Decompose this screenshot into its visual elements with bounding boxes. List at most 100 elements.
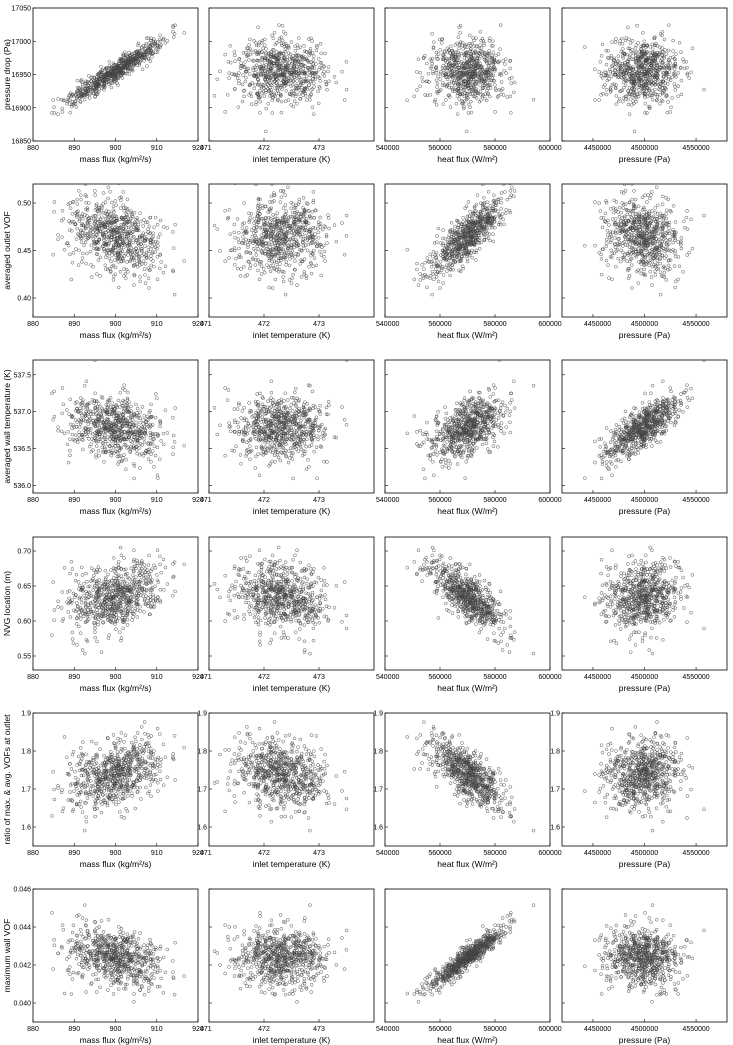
x-tick-label: 900 [110, 145, 122, 152]
data-point [312, 66, 317, 70]
data-point [234, 256, 238, 261]
data-point [498, 222, 503, 227]
data-point [286, 252, 290, 257]
data-point [427, 260, 431, 264]
data-point [469, 47, 473, 51]
data-point [117, 70, 121, 75]
data-point [263, 55, 268, 60]
data-point [305, 202, 310, 206]
data-point [138, 275, 142, 279]
data-point [70, 212, 75, 216]
data-point [272, 259, 277, 263]
data-point [247, 260, 251, 264]
data-point [420, 79, 425, 84]
data-point [660, 30, 665, 34]
data-point [690, 46, 695, 51]
data-point [662, 56, 666, 60]
data-point [457, 55, 461, 59]
data-point [114, 66, 118, 70]
data-point [280, 269, 285, 274]
data-point [237, 57, 241, 62]
data-point [91, 237, 95, 241]
data-point [495, 197, 500, 202]
data-point [318, 249, 322, 254]
data-point [277, 256, 281, 261]
data-point [78, 91, 83, 96]
data-point [637, 57, 642, 61]
data-point [218, 249, 222, 253]
data-point [91, 87, 95, 91]
data-point [609, 56, 614, 60]
data-point [125, 235, 129, 239]
data-point [616, 67, 620, 72]
data-point [273, 253, 278, 258]
data-point [131, 229, 136, 234]
data-point [478, 69, 483, 74]
data-point [445, 46, 450, 51]
data-point [292, 70, 296, 75]
data-point [661, 75, 666, 79]
data-point [300, 249, 304, 253]
data-point [139, 53, 143, 58]
data-point [256, 220, 261, 225]
data-point [105, 76, 110, 80]
data-point [161, 225, 166, 229]
data-point [118, 196, 122, 200]
data-point [292, 63, 296, 68]
data-point [646, 68, 650, 73]
data-point [139, 219, 143, 224]
data-point [655, 94, 660, 99]
data-point [76, 209, 80, 214]
data-point [645, 79, 650, 83]
data-point [622, 63, 627, 68]
data-point [481, 73, 486, 78]
data-point [310, 71, 315, 75]
data-point [286, 231, 291, 235]
data-point [281, 190, 285, 194]
data-point [142, 56, 147, 61]
data-point [256, 71, 261, 76]
data-point [484, 52, 489, 57]
scatter-points [50, 23, 186, 116]
data-point [620, 61, 625, 66]
data-point [260, 50, 264, 54]
data-point [469, 234, 473, 239]
data-point [100, 223, 104, 227]
data-point [621, 99, 625, 104]
data-point [446, 258, 451, 262]
data-point [80, 87, 85, 91]
data-point [75, 202, 80, 206]
data-point [117, 184, 121, 185]
data-point [472, 222, 477, 226]
data-point [152, 37, 156, 41]
data-point [137, 243, 141, 247]
data-point [267, 215, 271, 220]
data-point [677, 41, 682, 45]
data-point [270, 83, 274, 88]
data-point [309, 60, 313, 64]
data-point [121, 70, 125, 75]
data-point [291, 202, 295, 206]
data-point [260, 240, 264, 244]
data-point [194, 241, 197, 244]
data-point [248, 52, 253, 57]
data-point [324, 234, 329, 239]
data-point [248, 82, 253, 87]
data-point [289, 214, 293, 219]
data-point [150, 55, 154, 59]
data-point [512, 90, 516, 95]
data-point [428, 274, 433, 278]
data-point [77, 217, 82, 222]
data-point [453, 230, 458, 235]
data-point [74, 105, 79, 109]
data-point [142, 235, 147, 240]
data-point [268, 81, 272, 85]
data-point [143, 273, 147, 277]
data-point [247, 48, 251, 53]
data-point [456, 230, 461, 234]
data-point [488, 86, 493, 90]
data-point [474, 44, 478, 49]
data-point [141, 259, 146, 263]
data-point [438, 77, 443, 81]
data-point [620, 88, 624, 93]
